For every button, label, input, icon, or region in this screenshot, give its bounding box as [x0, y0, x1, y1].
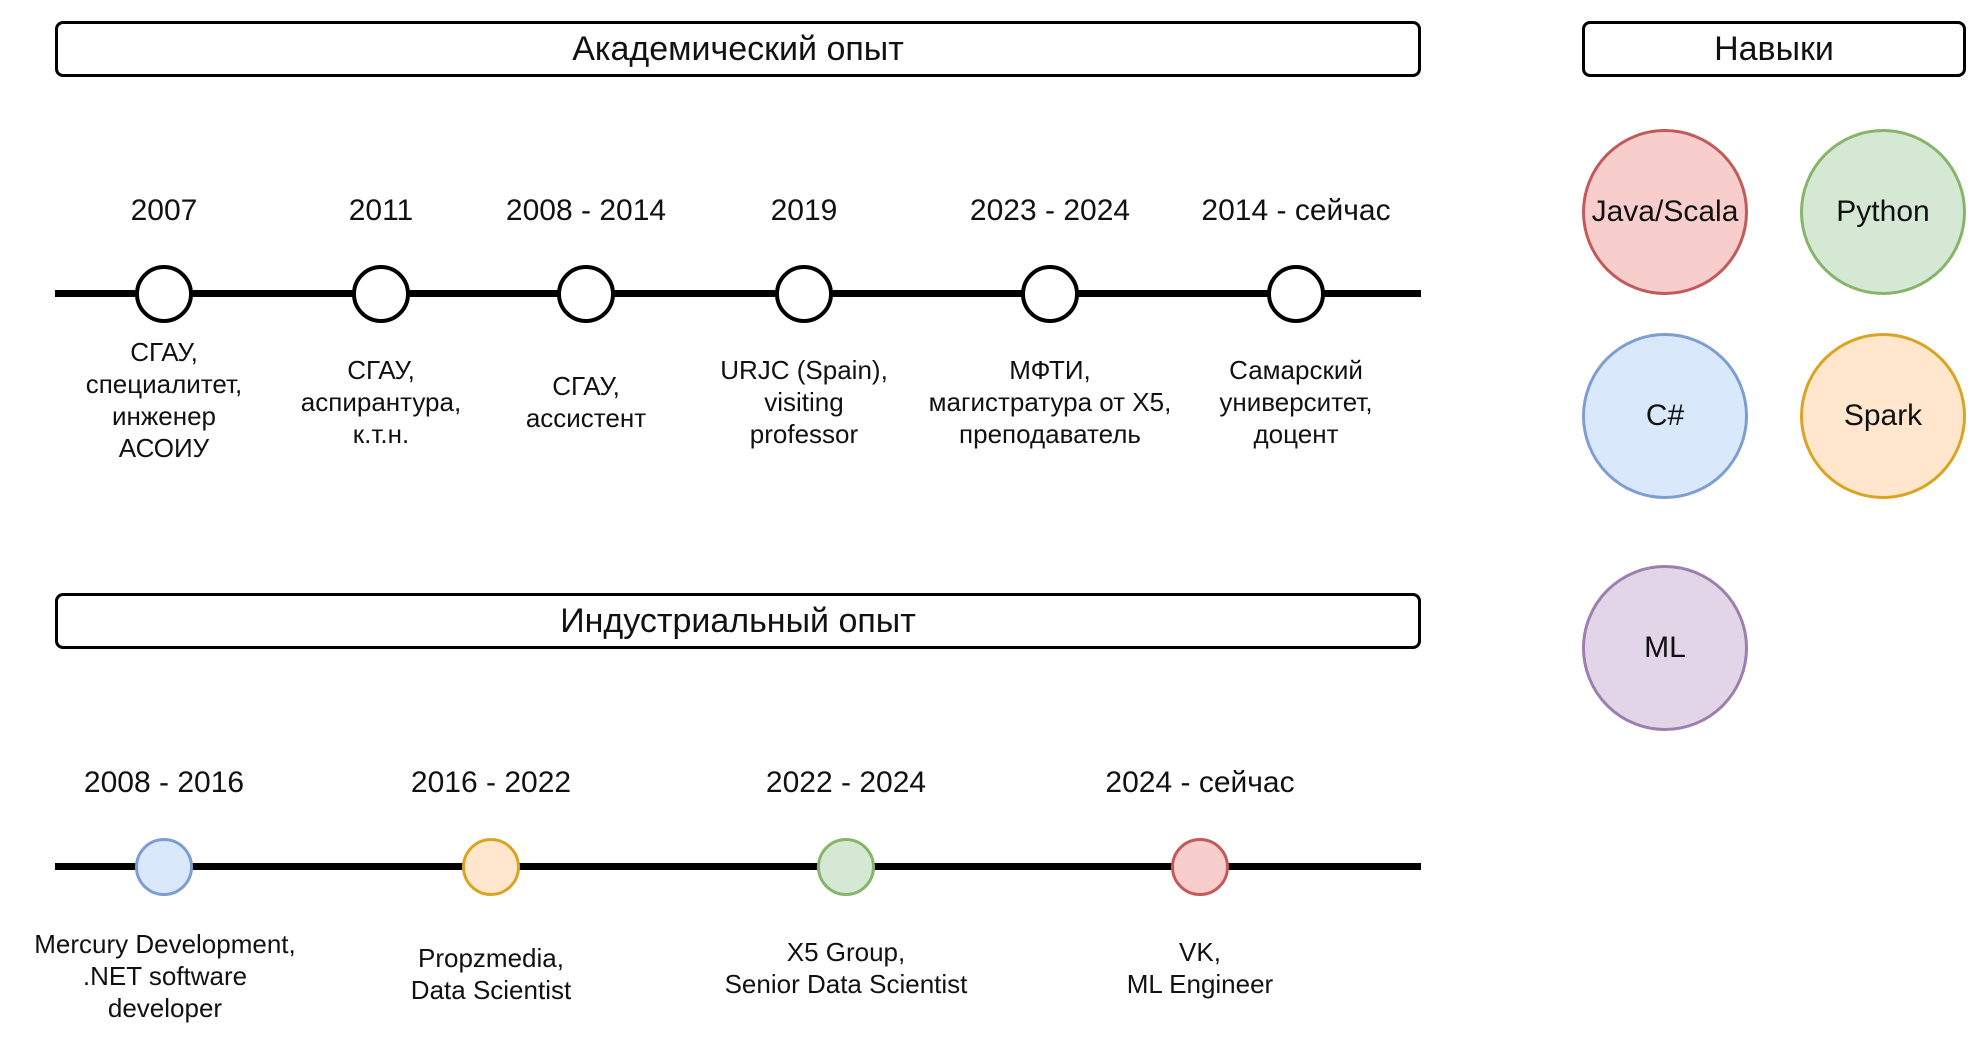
event-description: СГАУ, специалитет, инженер АСОИУ: [14, 336, 314, 464]
event-description: МФТИ, магистратура от X5, преподаватель: [900, 354, 1200, 450]
event-description: Propzmedia, Data Scientist: [341, 942, 641, 1006]
timeline-node: [557, 265, 615, 323]
event-year: 2023 - 2024: [969, 194, 1131, 227]
event-description: СГАУ, ассистент: [436, 370, 736, 434]
event-year: 2008 - 2014: [505, 194, 667, 227]
skill-label: Java/Scala: [1591, 195, 1739, 228]
event-line: АСОИУ: [118, 433, 210, 463]
event-year: 2022 - 2024: [765, 766, 927, 799]
skill-python: Python: [1800, 129, 1966, 295]
event-line: СГАУ,: [130, 337, 198, 367]
event-line: специалитет,: [85, 369, 243, 399]
event-line: professor: [749, 419, 859, 449]
event-year: 2008 - 2016: [83, 766, 245, 799]
industry-timeline-line: [55, 863, 1421, 870]
event-year: 2007: [130, 194, 198, 227]
event-line: доцент: [1253, 419, 1339, 449]
event-line: университет,: [1219, 387, 1373, 417]
timeline-node: [1021, 265, 1079, 323]
event-line: к.т.н.: [352, 419, 410, 449]
timeline-node: [135, 265, 193, 323]
event-line: X5 Group,: [786, 937, 906, 967]
timeline-node: [352, 265, 410, 323]
event-description: VK, ML Engineer: [1050, 936, 1350, 1000]
event-line: Самарский: [1229, 355, 1363, 385]
skill-label: ML: [1644, 631, 1686, 664]
event-line: Mercury Development,: [34, 929, 296, 959]
timeline-node: [462, 838, 520, 896]
event-line: СГАУ,: [552, 371, 620, 401]
event-year: 2016 - 2022: [410, 766, 572, 799]
event-line: developer: [107, 993, 223, 1023]
event-year: 2011: [348, 194, 414, 227]
event-line: СГАУ,: [347, 355, 415, 385]
skills-section-header: Навыки: [1582, 21, 1966, 77]
skill-csharp: C#: [1582, 333, 1748, 499]
event-description: URJC (Spain), visiting professor: [654, 354, 954, 450]
event-line: visiting: [764, 387, 844, 417]
event-line: Data Scientist: [410, 975, 572, 1005]
timeline-node: [817, 838, 875, 896]
event-year: 2019: [770, 194, 838, 227]
event-year: 2024 - сейчас: [1105, 766, 1295, 799]
event-line: Senior Data Scientist: [724, 969, 968, 999]
skill-ml: ML: [1582, 565, 1748, 731]
event-line: Propzmedia,: [418, 943, 564, 973]
timeline-node: [1171, 838, 1229, 896]
skill-label: C#: [1645, 399, 1685, 432]
industry-section-title: Индустриальный опыт: [560, 601, 916, 640]
event-year: 2014 - сейчас: [1201, 194, 1391, 227]
skill-label: Python: [1836, 195, 1930, 228]
event-description: Самарский университет, доцент: [1146, 354, 1446, 450]
event-description: X5 Group, Senior Data Scientist: [696, 936, 996, 1000]
event-description: Mercury Development, .NET software devel…: [0, 928, 330, 1024]
timeline-node: [1267, 265, 1325, 323]
academic-timeline-line: [55, 290, 1421, 297]
event-line: инженер: [111, 401, 216, 431]
skill-label: Spark: [1843, 399, 1923, 432]
event-line: магистратура от X5,: [928, 387, 1172, 417]
event-line: аспирантура,: [300, 387, 462, 417]
academic-section-header: Академический опыт: [55, 21, 1421, 77]
event-line: .NET software: [82, 961, 248, 991]
event-line: преподаватель: [959, 419, 1141, 449]
academic-section-title: Академический опыт: [572, 29, 904, 68]
industry-section-header: Индустриальный опыт: [55, 593, 1421, 649]
skills-section-title: Навыки: [1714, 29, 1834, 68]
event-line: ML Engineer: [1126, 969, 1274, 999]
event-line: VK,: [1179, 937, 1221, 967]
timeline-node: [135, 838, 193, 896]
timeline-node: [775, 265, 833, 323]
event-line: URJC (Spain),: [720, 355, 888, 385]
skill-spark: Spark: [1800, 333, 1966, 499]
event-description: СГАУ, аспирантура, к.т.н.: [231, 354, 531, 450]
event-line: ассистент: [525, 403, 647, 433]
event-line: МФТИ,: [1009, 355, 1091, 385]
skill-java-scala: Java/Scala: [1582, 129, 1748, 295]
